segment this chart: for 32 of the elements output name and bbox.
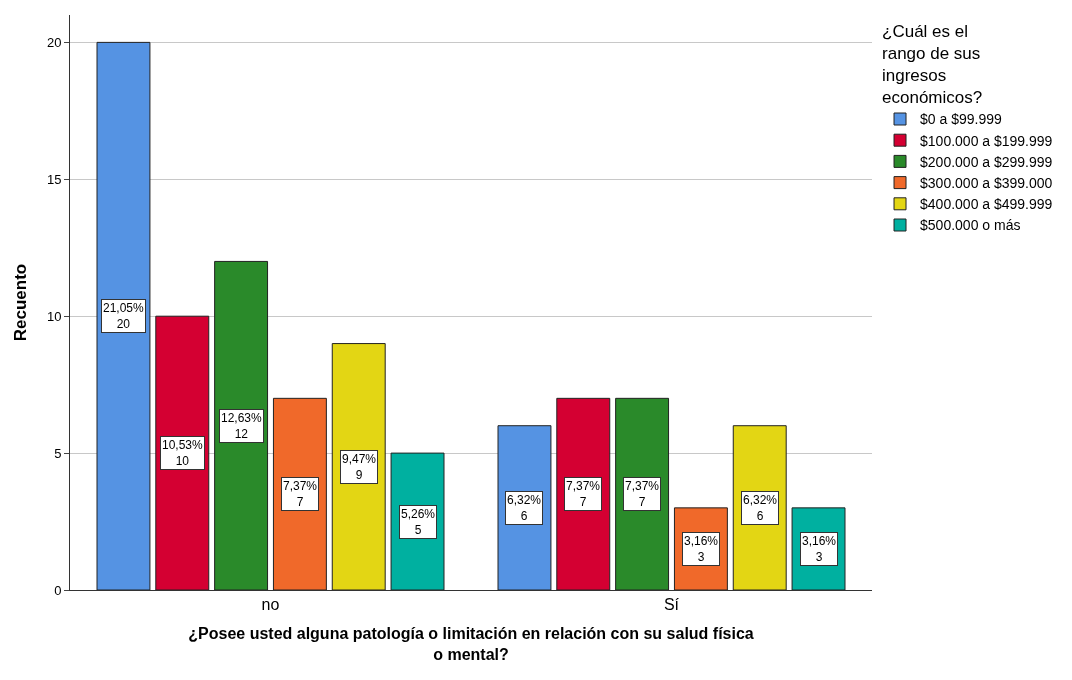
- data-label: 5,26% 5: [401, 507, 436, 537]
- y-tick-label: 20: [46, 34, 62, 50]
- bar: [331, 343, 386, 590]
- legend-label: $300.000 a $399.000: [920, 175, 1053, 192]
- data-label: 10,53% 10: [162, 438, 204, 468]
- y-tick-label: 5: [54, 445, 62, 461]
- legend-title: ¿Cuál es el rango de sus ingresos económicos?: [882, 22, 983, 108]
- data-label: 3,16% 3: [802, 534, 837, 564]
- bar: [96, 41, 151, 590]
- legend-label: $500.000 o más: [920, 217, 1021, 234]
- data-label: 7,37% 7: [283, 479, 318, 509]
- legend-label: $400.000 a $499.999: [920, 196, 1053, 213]
- data-label: 7,37% 7: [625, 479, 660, 509]
- data-label: 12,63% 12: [221, 411, 263, 441]
- x-tick-label: no: [261, 596, 280, 614]
- y-tick-label: 0: [54, 582, 62, 598]
- data-label: 6,32% 6: [507, 493, 542, 523]
- bar: [214, 260, 269, 590]
- x-axis-title: ¿Posee usted alguna patología o limitación en relación con su salud física o mental?: [188, 624, 754, 663]
- legend-label: $100.000 a $199.999: [920, 132, 1053, 149]
- y-tick-label: 15: [46, 171, 62, 187]
- legend-label: $200.000 a $299.999: [920, 153, 1053, 170]
- x-tick-label: Sí: [663, 596, 680, 614]
- bar: [155, 315, 210, 590]
- data-label: 21,05% 20: [103, 301, 145, 331]
- data-label: 9,47% 9: [342, 452, 377, 482]
- data-label: 6,32% 6: [743, 493, 778, 523]
- y-axis-title: Recuento: [11, 263, 31, 342]
- data-label: 7,37% 7: [566, 479, 601, 509]
- legend-label: $0 a $99.999: [920, 111, 1002, 128]
- data-label: 3,16% 3: [684, 534, 719, 564]
- y-tick-label: 10: [46, 308, 62, 324]
